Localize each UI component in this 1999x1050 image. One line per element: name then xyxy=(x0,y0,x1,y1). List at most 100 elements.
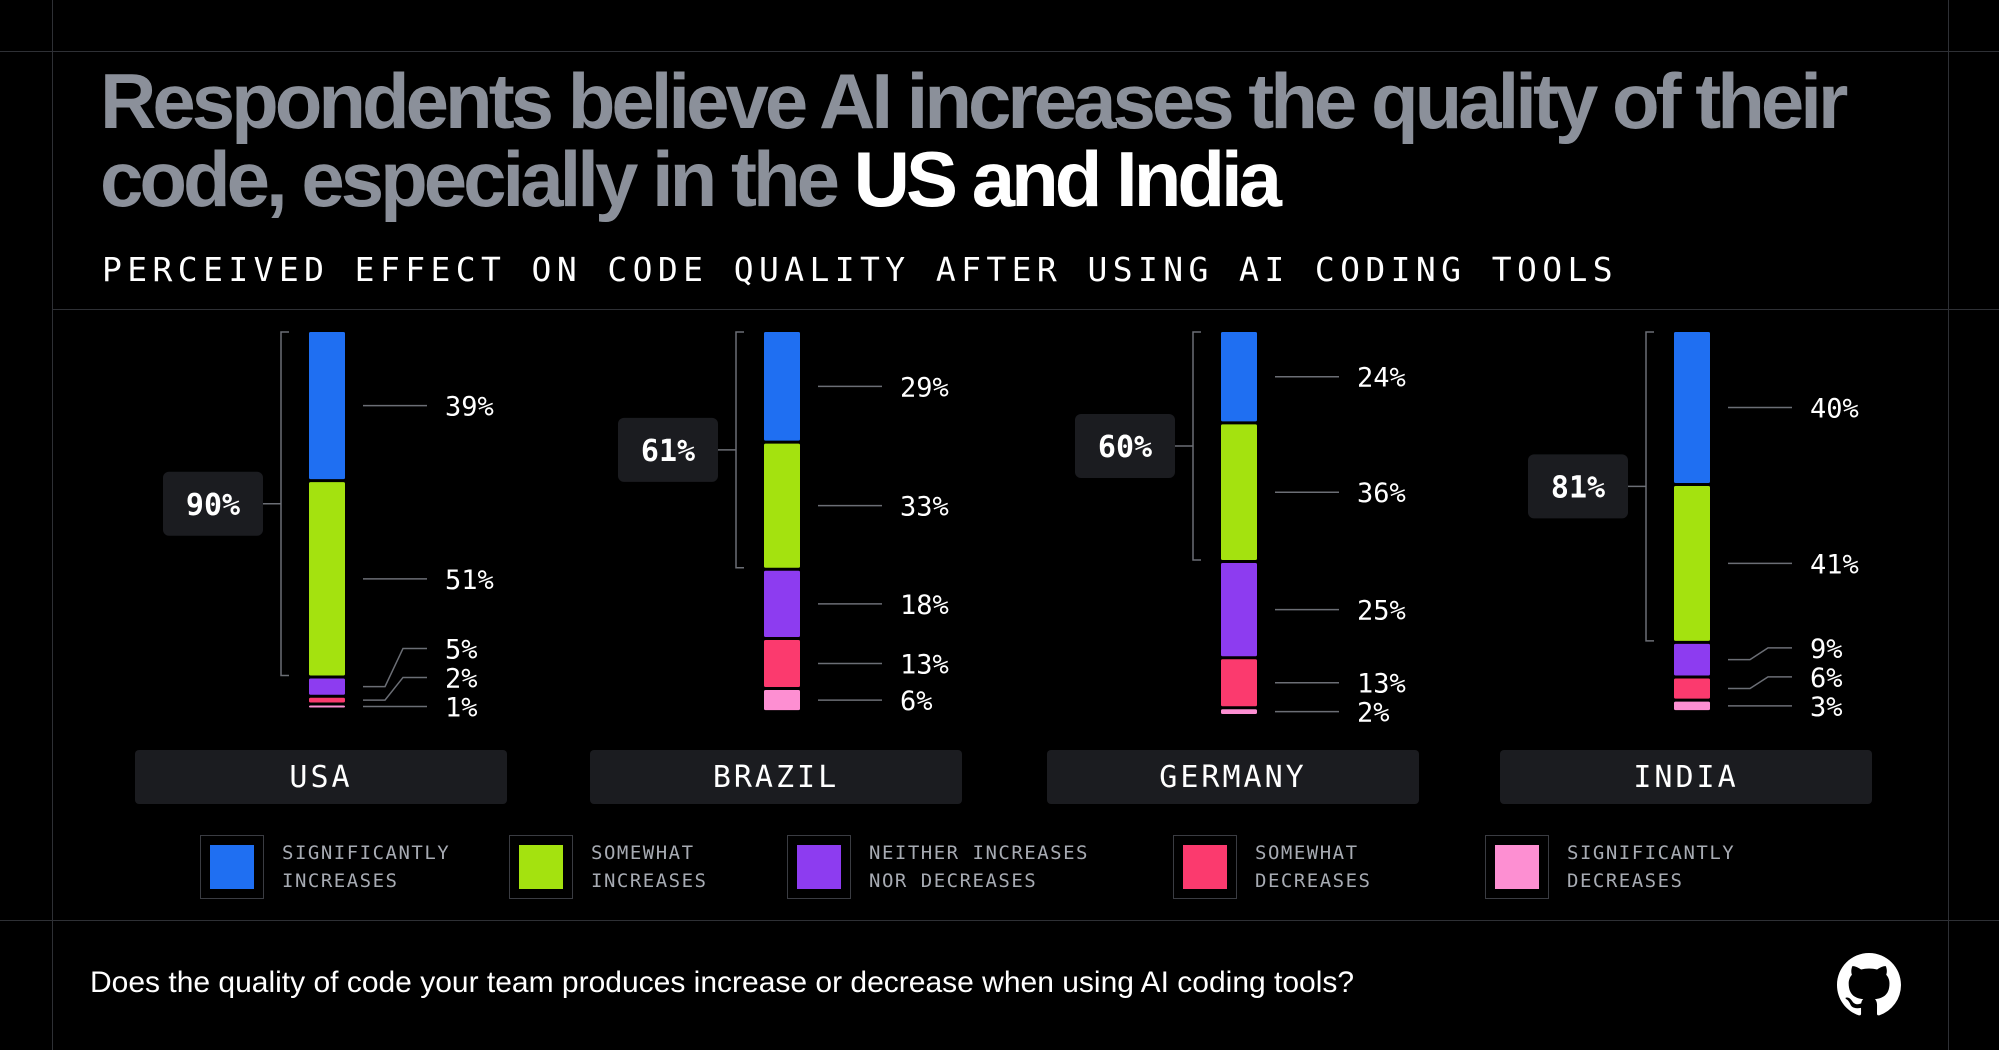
title-main: Respondents believe AI increases the qua… xyxy=(100,57,1848,223)
legend-swatch xyxy=(1183,845,1227,889)
value-label: 9% xyxy=(1810,634,1843,665)
bar-segment xyxy=(1221,709,1257,714)
chart-subtitle: PERCEIVED EFFECT ON CODE QUALITY AFTER U… xyxy=(102,250,1619,289)
legend-item: SIGNIFICANTLY DECREASES xyxy=(1485,835,1827,899)
value-label: 41% xyxy=(1810,549,1859,580)
total-badge xyxy=(1075,414,1175,478)
legend-swatch-frame xyxy=(200,835,264,899)
bar-segment xyxy=(1674,643,1710,676)
total-increase-label: 81% xyxy=(1551,470,1605,505)
value-label: 5% xyxy=(445,634,478,665)
value-label: 25% xyxy=(1357,596,1406,627)
value-label: 39% xyxy=(445,392,494,423)
grid-line xyxy=(0,51,1999,52)
bar-segment xyxy=(1674,678,1710,699)
legend-item: NEITHER INCREASES NOR DECREASES xyxy=(787,835,1129,899)
bar-segment xyxy=(1221,332,1257,422)
total-increase-label: 90% xyxy=(186,488,240,523)
value-label: 2% xyxy=(1357,698,1390,729)
leader-line xyxy=(363,676,427,701)
value-label: 3% xyxy=(1810,692,1843,723)
total-increase-label: 60% xyxy=(1098,430,1152,465)
increase-bracket xyxy=(1645,331,1654,642)
legend-label: SOMEWHAT INCREASES xyxy=(591,839,851,895)
value-label: 18% xyxy=(900,590,949,621)
value-label: 6% xyxy=(900,686,933,717)
value-label: 13% xyxy=(900,650,949,681)
legend-label-line: SIGNIFICANTLY xyxy=(282,842,451,864)
leader-line xyxy=(1728,676,1792,690)
total-badge xyxy=(163,471,263,536)
legend-swatch xyxy=(519,845,563,889)
legend-label-line: NOR DECREASES xyxy=(869,870,1038,892)
country-label: USA xyxy=(135,750,507,804)
github-icon xyxy=(1837,953,1901,1016)
increase-bracket xyxy=(735,331,744,569)
leader-line xyxy=(363,647,427,688)
value-label: 1% xyxy=(445,692,478,723)
page-title: Respondents believe AI increases the qua… xyxy=(100,62,1900,218)
legend-item: SOMEWHAT INCREASES xyxy=(509,835,851,899)
legend-label-line: NEITHER INCREASES xyxy=(869,842,1089,864)
legend-item: SOMEWHAT DECREASES xyxy=(1173,835,1515,899)
title-highlight: US and India xyxy=(853,135,1282,223)
value-label: 24% xyxy=(1357,363,1406,394)
bar-segment xyxy=(309,482,345,676)
total-increase-label: 61% xyxy=(641,434,695,469)
bar-segment xyxy=(309,678,345,695)
legend-label: SIGNIFICANTLY INCREASES xyxy=(282,839,542,895)
increase-bracket xyxy=(280,331,289,677)
legend-item: SIGNIFICANTLY INCREASES xyxy=(200,835,542,899)
legend-swatch-frame xyxy=(1485,835,1549,899)
country-label: BRAZIL xyxy=(590,750,962,804)
bar-segment xyxy=(309,697,345,703)
value-label: 33% xyxy=(900,492,949,523)
leader-line xyxy=(1728,647,1792,661)
total-badge xyxy=(618,417,718,482)
bar-segment xyxy=(764,443,800,568)
bar-segment xyxy=(1221,424,1257,560)
bar-segment xyxy=(1674,701,1710,711)
grid-line xyxy=(52,0,53,1050)
bar-segment xyxy=(764,690,800,711)
country-label: GERMANY xyxy=(1047,750,1419,804)
bar-segment xyxy=(764,640,800,688)
legend-label-line: DECREASES xyxy=(1567,870,1684,892)
legend-swatch-frame xyxy=(787,835,851,899)
legend-label-line: INCREASES xyxy=(282,870,399,892)
legend-swatch xyxy=(210,845,254,889)
value-label: 51% xyxy=(445,565,494,596)
value-label: 6% xyxy=(1810,663,1843,694)
value-label: 40% xyxy=(1810,394,1859,425)
bar-segment xyxy=(1674,486,1710,641)
bar-segment xyxy=(309,332,345,480)
legend-swatch-frame xyxy=(509,835,573,899)
survey-question: Does the quality of code your team produ… xyxy=(90,966,1355,999)
legend-label-line: DECREASES xyxy=(1255,870,1372,892)
legend-label: SOMEWHAT DECREASES xyxy=(1255,839,1515,895)
legend-label-line: SOMEWHAT xyxy=(591,842,695,864)
value-label: 36% xyxy=(1357,478,1406,509)
legend-label-line: SIGNIFICANTLY xyxy=(1567,842,1736,864)
bar-segment xyxy=(1674,332,1710,483)
value-label: 13% xyxy=(1357,669,1406,700)
country-label: INDIA xyxy=(1500,750,1872,804)
value-label: 2% xyxy=(445,663,478,694)
legend-swatch-frame xyxy=(1173,835,1237,899)
legend-label: SIGNIFICANTLY DECREASES xyxy=(1567,839,1827,895)
grid-line xyxy=(52,309,1999,310)
increase-bracket xyxy=(1192,331,1201,561)
value-label: 29% xyxy=(900,372,949,403)
legend-label-line: SOMEWHAT xyxy=(1255,842,1359,864)
bar-segment xyxy=(764,570,800,637)
legend-label-line: INCREASES xyxy=(591,870,708,892)
bar-segment xyxy=(1221,563,1257,657)
grid-line xyxy=(0,920,1999,921)
grid-line xyxy=(1948,0,1949,1050)
bar-segment xyxy=(1221,659,1257,707)
total-badge xyxy=(1528,454,1628,519)
bar-segment xyxy=(309,705,345,708)
legend-label: NEITHER INCREASES NOR DECREASES xyxy=(869,839,1129,895)
bar-segment xyxy=(764,332,800,441)
